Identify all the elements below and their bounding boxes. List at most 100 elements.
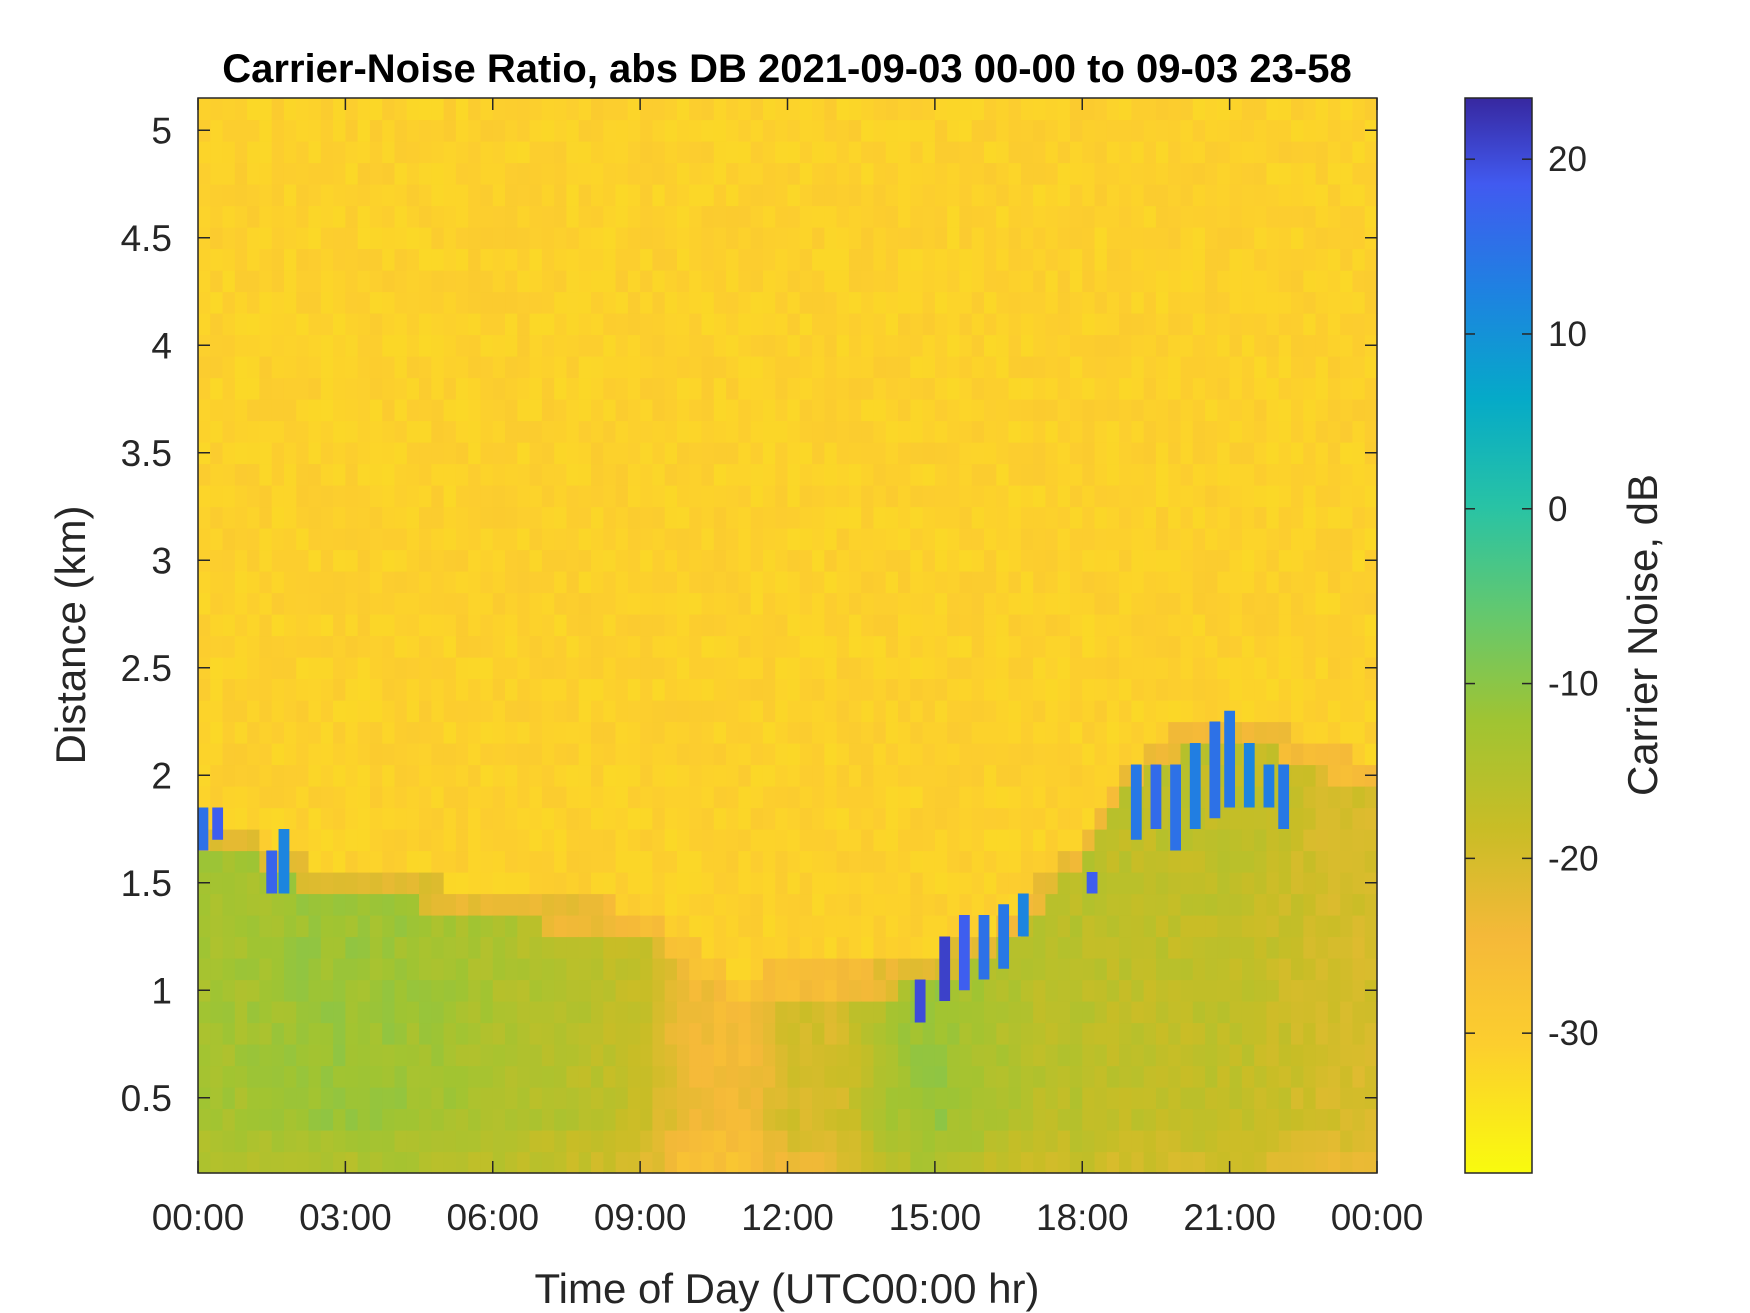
heatmap-cell bbox=[406, 936, 420, 959]
heatmap-cell bbox=[1106, 98, 1120, 121]
heatmap-cell bbox=[1069, 1151, 1083, 1174]
heatmap-cell bbox=[369, 1001, 383, 1024]
heatmap-cell bbox=[1303, 506, 1317, 529]
heatmap-cell bbox=[419, 162, 432, 185]
heatmap-cell bbox=[1131, 1130, 1145, 1153]
heatmap-cell bbox=[492, 571, 506, 594]
heatmap-cell bbox=[1131, 743, 1145, 766]
heatmap-cell bbox=[1278, 721, 1292, 744]
heatmap-cell bbox=[836, 442, 850, 465]
heatmap-cell bbox=[627, 979, 641, 1002]
heatmap-cell bbox=[1266, 678, 1280, 701]
heatmap-cell bbox=[934, 1087, 948, 1110]
heatmap-cell bbox=[1180, 506, 1194, 529]
heatmap-cell bbox=[922, 958, 936, 981]
heatmap-cell bbox=[873, 227, 887, 250]
heatmap-cell bbox=[234, 248, 248, 271]
heatmap-cell bbox=[1229, 119, 1243, 142]
heatmap-cell bbox=[934, 1065, 948, 1088]
heatmap-cell bbox=[1352, 893, 1366, 916]
heatmap-cell bbox=[1057, 98, 1071, 121]
heatmap-cell bbox=[443, 270, 457, 293]
heatmap-cell bbox=[996, 1001, 1010, 1024]
heatmap-cell bbox=[345, 1044, 359, 1067]
heatmap-cell bbox=[726, 786, 739, 809]
heatmap-cell bbox=[713, 1022, 727, 1045]
heatmap-cell bbox=[1241, 1044, 1255, 1067]
heatmap-cell bbox=[1364, 893, 1378, 916]
heatmap-cell bbox=[713, 872, 727, 895]
heatmap-cell bbox=[640, 807, 654, 830]
heatmap-cell bbox=[345, 141, 359, 164]
heatmap-cell bbox=[971, 743, 985, 766]
heatmap-cell bbox=[713, 571, 727, 594]
heatmap-cell bbox=[1241, 1087, 1255, 1110]
heatmap-cell bbox=[603, 657, 617, 680]
heatmap-cell bbox=[652, 571, 666, 594]
heatmap-cell bbox=[333, 936, 346, 959]
heatmap-cell bbox=[1340, 205, 1354, 228]
heatmap-cell bbox=[922, 936, 936, 959]
heatmap-cell bbox=[762, 248, 776, 271]
heatmap-cell bbox=[1217, 463, 1231, 486]
heatmap-cell bbox=[885, 936, 899, 959]
heatmap-cell bbox=[382, 334, 396, 357]
heatmap-cell bbox=[1119, 1065, 1132, 1088]
heatmap-cell bbox=[308, 614, 322, 637]
heatmap-cell bbox=[836, 184, 850, 207]
heatmap-cell bbox=[762, 657, 776, 680]
heatmap-cell bbox=[505, 721, 518, 744]
heatmap-cell bbox=[296, 1065, 310, 1088]
heatmap-cell bbox=[640, 141, 654, 164]
heatmap-cell bbox=[234, 356, 248, 379]
heatmap-cell bbox=[689, 334, 703, 357]
heatmap-cell bbox=[578, 915, 592, 938]
heatmap-cell bbox=[259, 1022, 273, 1045]
heatmap-cell bbox=[1020, 1151, 1034, 1174]
heatmap-cell bbox=[222, 936, 236, 959]
heatmap-cell bbox=[799, 764, 813, 787]
heatmap-cell bbox=[971, 1022, 985, 1045]
heatmap-cell bbox=[1020, 829, 1034, 852]
heatmap-cell bbox=[885, 1087, 899, 1110]
heatmap-cell bbox=[898, 549, 911, 572]
heatmap-cell bbox=[541, 571, 555, 594]
heatmap-cell bbox=[529, 1001, 543, 1024]
heatmap-cell bbox=[1033, 291, 1047, 314]
heatmap-cell bbox=[1303, 657, 1317, 680]
heatmap-cell bbox=[1327, 850, 1341, 873]
heatmap-cell bbox=[959, 764, 973, 787]
heatmap-cell bbox=[320, 614, 334, 637]
heatmap-cell bbox=[762, 356, 776, 379]
heatmap-cell bbox=[234, 119, 248, 142]
heatmap-cell bbox=[505, 936, 518, 959]
heatmap-cell bbox=[419, 915, 432, 938]
heatmap-cell bbox=[198, 1044, 211, 1067]
heatmap-cell bbox=[406, 657, 420, 680]
heatmap-cell bbox=[1180, 420, 1194, 443]
heatmap-cell bbox=[283, 721, 297, 744]
heatmap-cell bbox=[1266, 162, 1280, 185]
heatmap-cell bbox=[750, 1065, 764, 1088]
heatmap-cell bbox=[259, 915, 273, 938]
heatmap-cell bbox=[345, 743, 359, 766]
heatmap-cell bbox=[1340, 227, 1354, 250]
heatmap-cell bbox=[591, 1022, 604, 1045]
heatmap-cell bbox=[603, 184, 617, 207]
heatmap-cell bbox=[1033, 119, 1047, 142]
heatmap-cell bbox=[333, 850, 346, 873]
heatmap-cell bbox=[345, 829, 359, 852]
heatmap-cell bbox=[848, 678, 862, 701]
heatmap-cell bbox=[947, 420, 961, 443]
heatmap-cell bbox=[247, 1001, 261, 1024]
heatmap-cell bbox=[1327, 227, 1341, 250]
heatmap-cell bbox=[492, 1065, 506, 1088]
heatmap-cell bbox=[627, 528, 641, 551]
heatmap-cell bbox=[1364, 463, 1378, 486]
heatmap-cell bbox=[689, 420, 703, 443]
heatmap-cell bbox=[603, 248, 617, 271]
heatmap-cell bbox=[320, 1022, 334, 1045]
heatmap-cell bbox=[259, 678, 273, 701]
heatmap-cell bbox=[947, 958, 961, 981]
heatmap-cell bbox=[529, 1130, 543, 1153]
